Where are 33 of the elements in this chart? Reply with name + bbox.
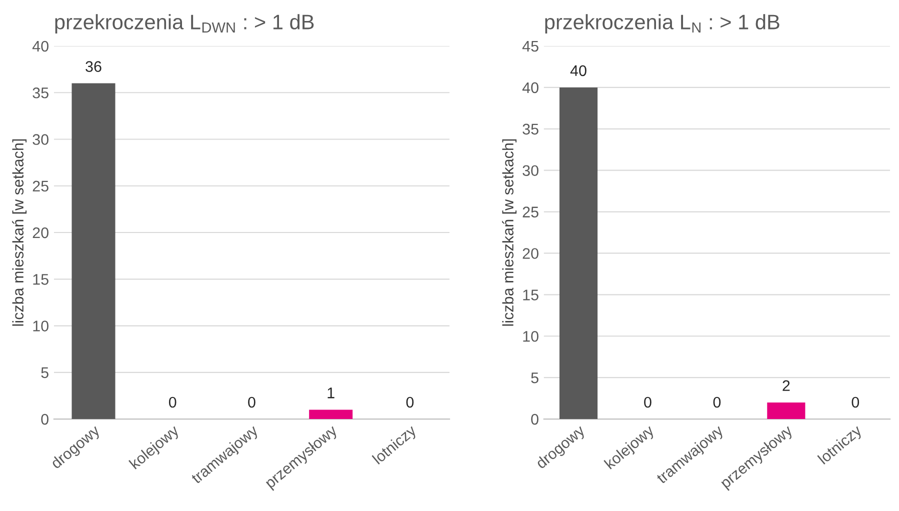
y-tick-label: 35 [522, 124, 538, 135]
data-label: 0 [248, 396, 256, 408]
data-label: 40 [570, 65, 586, 76]
data-label: 1 [328, 388, 334, 398]
y-tick-label: 5 [531, 372, 538, 384]
y-tick-label: 25 [32, 180, 48, 192]
data-label: 0 [852, 396, 860, 408]
data-label: 36 [86, 61, 102, 72]
y-tick-label: 5 [41, 367, 48, 378]
y-tick-label: 15 [523, 290, 538, 300]
y-tick-label: 15 [33, 274, 48, 285]
y-tick-label: 40 [522, 82, 538, 94]
y-tick-label: 35 [32, 87, 48, 98]
y-tick-label: 25 [522, 206, 538, 218]
y-tick-label: 10 [33, 320, 48, 332]
y-tick-label: 30 [522, 165, 538, 176]
data-label: 0 [644, 396, 652, 408]
y-tick-label: 45 [522, 41, 538, 52]
y-tick-label: 20 [522, 248, 538, 259]
y-tick-label: 0 [41, 414, 48, 425]
y-tick-label: 0 [531, 414, 538, 425]
y-tick-label: 40 [32, 40, 48, 52]
chart-title: przekroczenia L$_{DWN}$ : > 1 dB [55, 14, 314, 34]
y-tick-label: 30 [32, 134, 48, 145]
data-label: 0 [713, 396, 721, 408]
chart-title: przekroczenia L$_{N}$ : > 1 dB [545, 14, 780, 34]
y-axis-title: liczba mieszkań [w setkach] [502, 139, 516, 326]
data-label: 0 [168, 396, 176, 408]
y-axis-title: liczba mieszkań [w setkach] [12, 139, 27, 326]
data-label: 2 [782, 380, 790, 391]
y-tick-label: 10 [523, 330, 538, 342]
y-tick-label: 20 [32, 227, 48, 238]
data-label: 0 [406, 396, 414, 408]
